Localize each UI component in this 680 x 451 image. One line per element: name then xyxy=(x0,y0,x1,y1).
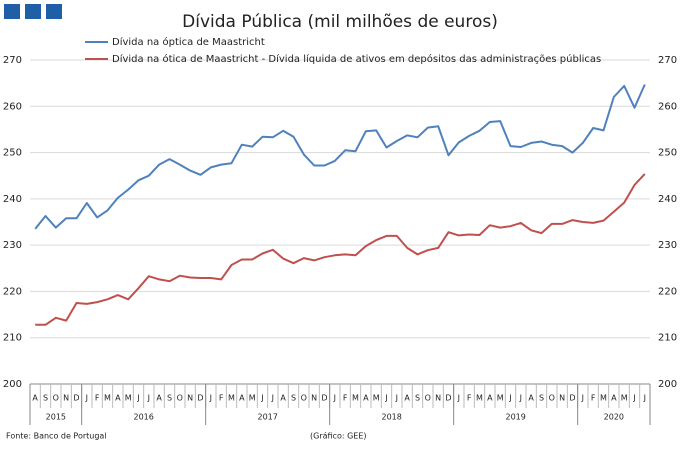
x-tick-label: F xyxy=(343,394,348,403)
x-tick-label: J xyxy=(333,394,336,403)
y2-tick-label: 270 xyxy=(658,55,677,66)
x-tick-label: J xyxy=(581,394,584,403)
y2-tick-label: 230 xyxy=(658,240,677,251)
x-tick-label: O xyxy=(301,394,307,403)
x-tick-label: J xyxy=(85,394,88,403)
x-tick-label: D xyxy=(321,394,327,403)
x-tick-label: F xyxy=(591,394,596,403)
x-tick-label: J xyxy=(395,394,398,403)
credit: (Gráfico: GEE) xyxy=(310,432,367,441)
logo-block xyxy=(46,4,62,19)
legend-label: Dívida na ótica de Maastricht - Dívida l… xyxy=(112,53,601,65)
y-tick-label: 220 xyxy=(3,286,22,297)
x-tick-label: D xyxy=(197,394,203,403)
x-tick-label: N xyxy=(435,394,441,403)
x-tick-label: A xyxy=(115,394,121,403)
y2-tick-label: 260 xyxy=(658,101,677,112)
y2-tick-label: 210 xyxy=(658,333,677,344)
x-tick-label: S xyxy=(291,394,296,403)
x-tick-label: M xyxy=(125,394,132,403)
x-tick-label: N xyxy=(187,394,193,403)
x-tick-label: A xyxy=(487,394,493,403)
x-tick-label: J xyxy=(147,394,150,403)
x-tick-label: A xyxy=(528,394,534,403)
x-tick-label: M xyxy=(600,394,607,403)
logo-block xyxy=(4,4,20,19)
x-tick-label: J xyxy=(136,394,139,403)
x-tick-label: M xyxy=(497,394,504,403)
chart-title: Dívida Pública (mil milhões de euros) xyxy=(182,12,498,32)
x-tick-label: J xyxy=(632,394,635,403)
x-tick-label: F xyxy=(95,394,100,403)
logo-block xyxy=(25,4,41,19)
legend-label: Dívida na óptica de Maastricht xyxy=(112,36,265,48)
x-tick-label: J xyxy=(457,394,460,403)
year-label: 2015 xyxy=(46,413,66,422)
y-tick-label: 260 xyxy=(3,101,22,112)
y2-tick-label: 200 xyxy=(658,379,677,390)
year-label: 2018 xyxy=(381,413,401,422)
x-tick-label: A xyxy=(239,394,245,403)
x-tick-label: J xyxy=(384,394,387,403)
year-label: 2019 xyxy=(505,413,525,422)
x-tick-label: S xyxy=(167,394,172,403)
x-tick-label: A xyxy=(280,394,286,403)
x-tick-label: M xyxy=(249,394,256,403)
x-tick-label: A xyxy=(404,394,410,403)
x-tick-label: S xyxy=(415,394,420,403)
source: Fonte: Banco de Portugal xyxy=(6,432,107,441)
x-tick-label: F xyxy=(219,394,224,403)
x-tick-label: N xyxy=(63,394,69,403)
x-tick-label: N xyxy=(559,394,565,403)
x-tick-label: A xyxy=(156,394,162,403)
x-tick-label: O xyxy=(177,394,183,403)
x-tick-label: M xyxy=(104,394,111,403)
x-tick-label: O xyxy=(425,394,431,403)
y-tick-label: 230 xyxy=(3,240,22,251)
x-tick-label: J xyxy=(209,394,212,403)
x-tick-label: A xyxy=(32,394,38,403)
x-tick-label: F xyxy=(467,394,472,403)
x-tick-label: M xyxy=(228,394,235,403)
x-tick-label: N xyxy=(311,394,317,403)
x-tick-label: J xyxy=(508,394,511,403)
x-tick-label: M xyxy=(476,394,483,403)
y-tick-label: 210 xyxy=(3,333,22,344)
x-tick-label: J xyxy=(260,394,263,403)
x-tick-label: D xyxy=(445,394,451,403)
year-label: 2017 xyxy=(257,413,277,422)
x-tick-label: S xyxy=(43,394,48,403)
x-tick-label: M xyxy=(373,394,380,403)
series-line xyxy=(34,84,646,230)
x-tick-label: J xyxy=(643,394,646,403)
x-tick-label: M xyxy=(352,394,359,403)
year-label: 2016 xyxy=(133,413,153,422)
x-tick-label: O xyxy=(53,394,59,403)
y2-tick-label: 240 xyxy=(658,194,677,205)
x-tick-label: O xyxy=(549,394,555,403)
y-tick-label: 200 xyxy=(3,379,22,390)
x-tick-label: J xyxy=(271,394,274,403)
y-tick-label: 240 xyxy=(3,194,22,205)
x-tick-label: S xyxy=(539,394,544,403)
x-tick-label: A xyxy=(611,394,617,403)
x-tick-label: J xyxy=(519,394,522,403)
year-label: 2020 xyxy=(604,413,624,422)
series-line xyxy=(35,173,646,326)
x-tick-label: D xyxy=(569,394,575,403)
y-tick-label: 270 xyxy=(3,55,22,66)
y2-tick-label: 250 xyxy=(658,148,677,159)
x-tick-label: D xyxy=(73,394,79,403)
x-tick-label: M xyxy=(621,394,628,403)
y-tick-label: 250 xyxy=(3,148,22,159)
x-tick-label: A xyxy=(363,394,369,403)
y2-tick-label: 220 xyxy=(658,286,677,297)
